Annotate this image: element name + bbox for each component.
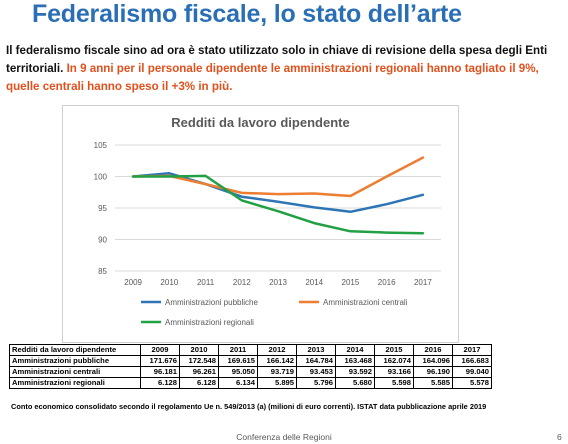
legend-label: Amministrazioni regionali (165, 318, 254, 327)
table-cell: 162.074 (374, 355, 414, 367)
table-cell: 95.050 (218, 366, 258, 378)
table-cell: 5.578 (452, 377, 492, 389)
intro-text: Il federalismo fiscale sino ad ora è sta… (6, 42, 558, 96)
table-cell: 96.190 (413, 366, 453, 378)
chart-frame: Redditi da lavoro dipendente 85 90 95 100 10… (62, 105, 459, 343)
table-cell: 99.040 (452, 366, 492, 378)
table-cell: 93.166 (374, 366, 414, 378)
table-cell: 93.453 (296, 366, 336, 378)
x-tick-label: 2016 (378, 278, 396, 287)
table-cell: 164.096 (413, 355, 453, 367)
source-note: Conto economico consolidato secondo il r… (11, 402, 487, 411)
legend-label: Amministrazioni pubbliche (165, 298, 258, 307)
table-cell: 6.128 (179, 377, 219, 389)
table-cell: 96.181 (140, 366, 180, 378)
data-table: Redditi da lavoro dipendente 2009 2010 2… (9, 344, 492, 389)
y-tick-label: 95 (98, 204, 107, 213)
intro-highlight-text: In 9 anni per il personale dipendente le… (6, 62, 539, 93)
series-line-3 (131, 174, 425, 235)
table-header-cell: 2012 (257, 344, 297, 356)
chart-title: Redditi da lavoro dipendente (171, 115, 350, 130)
y-tick-label: 105 (94, 141, 108, 150)
table-cell: 169.615 (218, 355, 258, 367)
x-tick-label: 2011 (197, 278, 215, 287)
y-tick-label: 100 (94, 173, 108, 182)
table-cell: 171.676 (140, 355, 180, 367)
table-cell: 5.895 (257, 377, 297, 389)
x-tick-label: 2015 (342, 278, 360, 287)
slide-title: Federalismo fiscale, lo stato dell’arte (32, 0, 462, 28)
table-header-cell: 2011 (218, 344, 258, 356)
table-cell: 5.598 (374, 377, 414, 389)
x-tick-label: 2017 (414, 278, 432, 287)
table-cell: Amministrazioni regionali (9, 377, 141, 389)
table-header-cell: 2009 (140, 344, 180, 356)
table-cell: 166.683 (452, 355, 492, 367)
intro-black-text: Il federalismo fiscale sino ad ora è sta… (6, 44, 548, 75)
table-cell: 5.680 (335, 377, 375, 389)
x-tick-label: 2014 (305, 278, 323, 287)
table-header-cell: 2015 (374, 344, 414, 356)
table-cell: 172.548 (179, 355, 219, 367)
table-cell: 96.261 (179, 366, 219, 378)
table-cell: 166.142 (257, 355, 297, 367)
table-cell: 163.468 (335, 355, 375, 367)
table-cell: Amministrazioni pubbliche (9, 355, 141, 367)
table-header-row: Redditi da lavoro dipendente 2009 2010 2… (9, 344, 492, 356)
series-line-2 (131, 156, 425, 198)
table-cell: 6.134 (218, 377, 258, 389)
table-cell: 5.585 (413, 377, 453, 389)
x-tick-label: 2009 (124, 278, 142, 287)
y-tick-label: 90 (98, 236, 107, 245)
y-tick-label: 85 (98, 267, 107, 276)
x-tick-label: 2010 (160, 278, 178, 287)
table-header-cell: 2013 (296, 344, 336, 356)
table-header-cell: 2017 (452, 344, 492, 356)
table-cell: 164.784 (296, 355, 336, 367)
table-row: Amministrazioni centrali 96.181 96.261 9… (9, 366, 492, 378)
table-header-cell: 2016 (413, 344, 453, 356)
x-tick-label: 2012 (233, 278, 251, 287)
legend-label: Amministrazioni centrali (323, 298, 408, 307)
table-header-cell: 2014 (335, 344, 375, 356)
footer-text: Conferenza delle Regioni (236, 432, 332, 442)
line-chart: 85 90 95 100 105 2009 2010 2011 2012 2013 2014 2015… (94, 141, 441, 327)
page-number: 6 (557, 432, 562, 442)
x-tick-label: 2013 (269, 278, 287, 287)
table-cell: 5.796 (296, 377, 336, 389)
table-header-cell: 2010 (179, 344, 219, 356)
table-cell: 6.128 (140, 377, 180, 389)
table-cell: 93.592 (335, 366, 375, 378)
table-header-cell: Redditi da lavoro dipendente (9, 344, 141, 356)
table-cell: Amministrazioni centrali (9, 366, 141, 378)
table-row: Amministrazioni regionali 6.128 6.128 6.… (9, 377, 492, 389)
table-cell: 93.719 (257, 366, 297, 378)
table-row: Amministrazioni pubbliche 171.676 172.54… (9, 355, 492, 367)
